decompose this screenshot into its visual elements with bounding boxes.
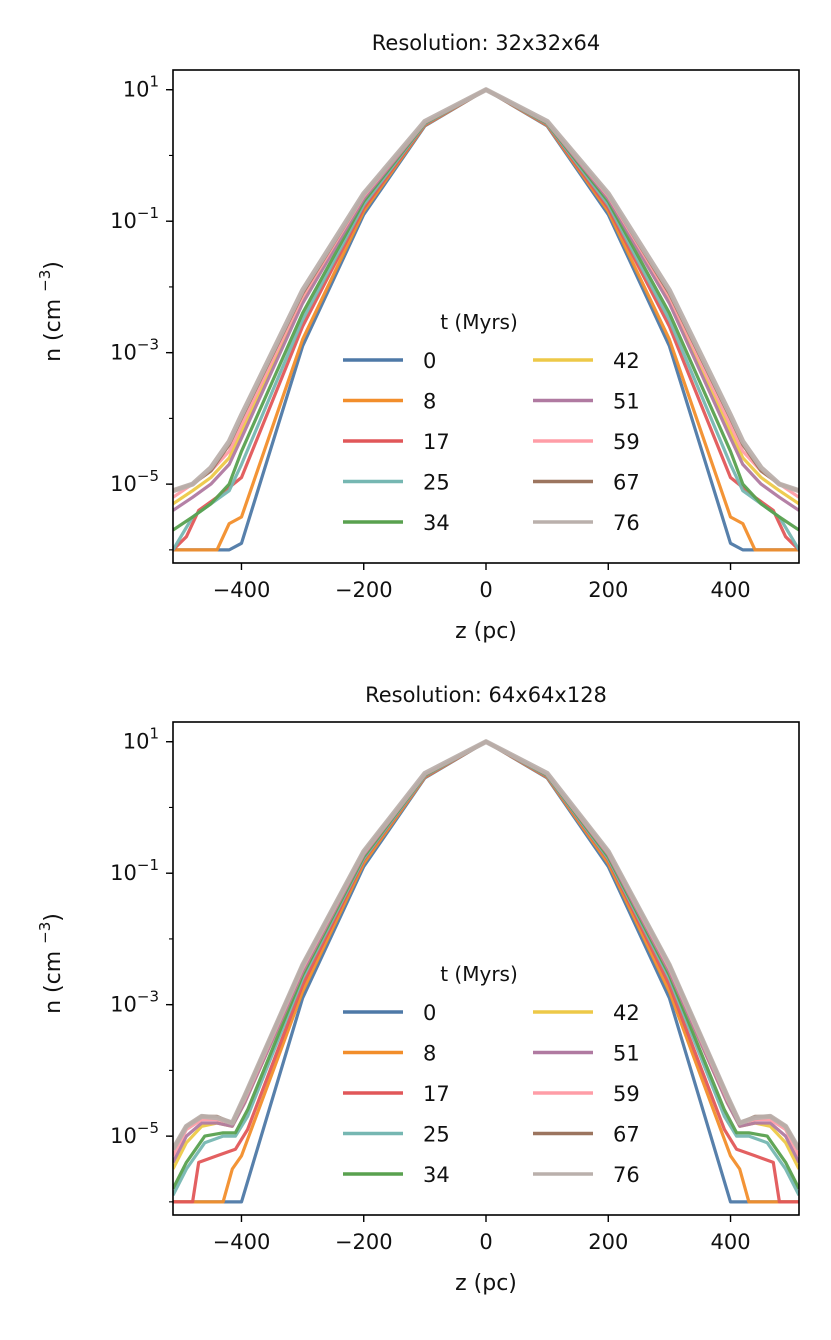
y-tick-base: 10 [110,993,137,1017]
legend-label-42: 42 [613,349,640,373]
y-tick-base: 10 [110,861,137,885]
chart-panel-2: Resolution: 64x64x128−400 −200 0 200 4001011… [36,683,800,1296]
series-line-76 [173,87,799,494]
y-tick-label: 10−5 [110,1119,159,1148]
x-tick-label: −200 [335,578,393,602]
legend-label-34: 34 [423,511,450,535]
x-tick-label: 400 [710,1230,750,1254]
chart-title: Resolution: 32x32x64 [372,31,601,55]
series-line-59 [173,88,799,499]
x-tick-label: 400 [710,578,750,602]
series-line-51 [173,740,799,1164]
y-tick-exponent: −3 [137,988,159,1006]
y-tick-exponent: −5 [137,467,159,485]
x-tick-label: −400 [213,1230,271,1254]
x-axis-label: z (pc) [455,1271,517,1296]
y-tick-exponent: −1 [137,856,159,874]
y-tick-exponent: −3 [137,336,159,354]
x-tick-label: −400 [213,578,271,602]
series-group [173,739,799,1204]
series-line-42 [173,740,799,1170]
legend-label-17: 17 [423,1082,450,1106]
y-tick-label: 10−3 [110,988,159,1017]
x-axis-label: z (pc) [455,619,517,644]
y-tick-base: 10 [110,1124,137,1148]
y-tick-base: 10 [110,472,137,496]
y-tick-base: 10 [123,730,150,754]
chart-panel-1: Resolution: 32x32x64−400 −200 0 200 40010110… [36,31,800,644]
legend-label-8: 8 [423,1042,436,1066]
y-tick-label: 101 [123,725,159,754]
x-tick-label: 0 [479,1230,492,1254]
y-tick-base: 10 [123,78,150,102]
legend: t (Myrs)0 8 17 25 34 42 51 59 67 76 [343,310,640,535]
series-line-76 [173,739,799,1151]
legend-label-76: 76 [613,1163,640,1187]
y-axis-label-base: n (cm [41,292,66,362]
y-tick-exponent: −1 [137,204,159,222]
legend-label-67: 67 [613,1123,640,1147]
y-tick-base: 10 [110,209,137,233]
y-tick-label: 101 [123,73,159,102]
y-axis-label-base: n (cm [41,944,66,1014]
y-tick-label: 10−1 [110,856,159,885]
x-tick-label: 200 [588,1230,628,1254]
x-tick-label: 0 [479,578,492,602]
y-axis-label-sup: −3 [36,270,54,292]
y-tick-label: 10−5 [110,467,159,496]
y-tick-base: 10 [110,341,137,365]
legend-label-51: 51 [613,390,640,414]
legend-title: t (Myrs) [440,962,518,986]
y-tick-exponent: −5 [137,1119,159,1137]
legend-label-59: 59 [613,1082,640,1106]
x-tick-label: −200 [335,1230,393,1254]
legend-label-0: 0 [423,1001,436,1025]
legend-label-8: 8 [423,390,436,414]
series-group [173,87,799,552]
y-axis-label-tail: ) [41,261,66,270]
series-line-67 [173,88,799,493]
series-line-59 [173,740,799,1157]
x-tick-label: 200 [588,578,628,602]
legend-label-59: 59 [613,430,640,454]
legend-label-25: 25 [423,471,450,495]
legend-title: t (Myrs) [440,310,518,334]
y-tick-exponent: 1 [149,725,159,743]
y-axis-label: n (cm −3) [36,261,66,362]
legend-label-34: 34 [423,1163,450,1187]
legend-label-51: 51 [613,1042,640,1066]
y-axis-label: n (cm −3) [36,913,66,1014]
legend: t (Myrs)0 8 17 25 34 42 51 59 67 76 [343,962,640,1187]
y-tick-exponent: 1 [149,73,159,91]
legend-label-25: 25 [423,1123,450,1147]
legend-label-0: 0 [423,349,436,373]
legend-label-42: 42 [613,1001,640,1025]
legend-label-67: 67 [613,471,640,495]
y-axis-label-tail: ) [41,913,66,922]
legend-label-17: 17 [423,430,450,454]
y-tick-label: 10−1 [110,204,159,233]
legend-label-76: 76 [613,511,640,535]
y-axis-label-sup: −3 [36,922,54,944]
y-tick-label: 10−3 [110,336,159,365]
chart-title: Resolution: 64x64x128 [365,683,607,707]
